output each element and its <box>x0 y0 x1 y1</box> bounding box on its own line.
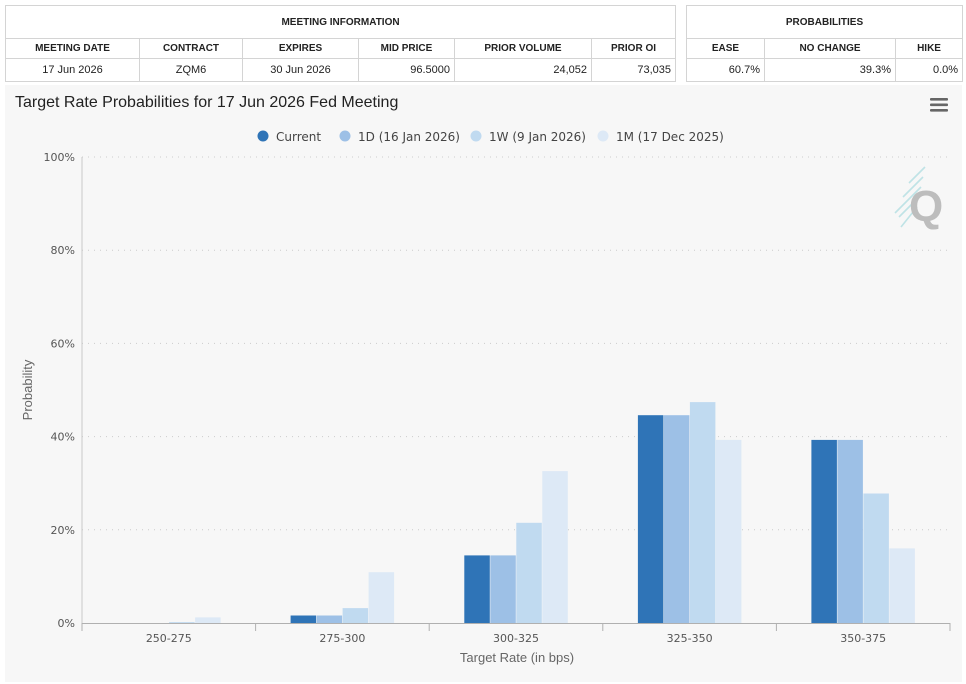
legend-label: 1D (16 Jan 2026) <box>358 130 460 144</box>
y-tick-label: 40% <box>51 431 75 444</box>
value-ease: 60.7% <box>686 58 765 82</box>
x-tick-label: 250-275 <box>146 632 192 645</box>
chart-legend: Current 1D (16 Jan 2026) 1W (9 Jan 2026) 1M… <box>257 130 724 144</box>
bar-350-375-series-0[interactable] <box>811 439 837 623</box>
bar-275-300-series-2[interactable] <box>342 608 369 623</box>
bar-350-375-series-2[interactable] <box>863 493 889 624</box>
chart-title: Target Rate Probabilities for 17 Jun 202… <box>15 94 398 111</box>
legend-marker-icon <box>470 130 482 142</box>
bar-275-300-series-3[interactable] <box>368 572 395 623</box>
probability-bar-chart: Target Rate Probabilities for 17 Jun 202… <box>15 93 953 665</box>
bar-300-325-series-1[interactable] <box>490 555 516 623</box>
value-prior-oi: 73,035 <box>590 58 677 82</box>
x-tick-label: 300-325 <box>493 632 539 645</box>
y-tick-label: 80% <box>51 244 75 257</box>
meeting-information-title: MEETING INFORMATION <box>4 5 677 39</box>
svg-text:Q: Q <box>909 182 943 231</box>
y-tick-label: 100% <box>44 151 75 164</box>
q-logo-watermark: Q <box>894 166 943 231</box>
header-hike: HIKE <box>894 38 964 59</box>
chart-bars <box>169 402 915 623</box>
legend-marker-icon <box>257 130 269 142</box>
legend-label: 1M (17 Dec 2025) <box>616 130 724 144</box>
value-expires: 30 Jun 2026 <box>242 58 359 82</box>
value-prior-volume: 24,052 <box>454 58 592 82</box>
header-meeting-date: MEETING DATE <box>5 38 140 59</box>
y-tick-label: 0% <box>58 617 75 630</box>
header-mid-price: MID PRICE <box>358 38 455 59</box>
bar-325-350-series-1[interactable] <box>663 415 690 623</box>
header-expires: EXPIRES <box>242 38 359 59</box>
bar-325-350-series-3[interactable] <box>715 439 742 623</box>
x-tick-label: 275-300 <box>319 632 365 645</box>
probabilities-table: PROBABILITIES EASE NO CHANGE HIKE 60.7% … <box>685 5 964 82</box>
bar-350-375-series-3[interactable] <box>889 548 915 623</box>
legend-item-3[interactable]: 1M (17 Dec 2025) <box>597 130 724 144</box>
chart-gridlines <box>82 156 950 531</box>
bar-300-325-series-0[interactable] <box>464 555 490 623</box>
bar-325-350-series-2[interactable] <box>689 402 716 623</box>
header-prior-volume: PRIOR VOLUME <box>454 38 592 59</box>
x-axis-title: Target Rate (in bps) <box>460 650 574 665</box>
bar-300-325-series-2[interactable] <box>516 522 542 623</box>
legend-marker-icon <box>339 130 351 142</box>
legend-label: Current <box>276 130 321 144</box>
bar-350-375-series-1[interactable] <box>837 439 863 623</box>
value-hike: 0.0% <box>894 58 964 82</box>
meeting-information-table: MEETING INFORMATION MEETING DATE CONTRAC… <box>4 5 677 82</box>
chart-panel: Target Rate Probabilities for 17 Jun 202… <box>5 85 962 682</box>
probabilities-title: PROBABILITIES <box>685 5 964 39</box>
value-mid-price: 96.5000 <box>358 58 455 82</box>
y-tick-label: 60% <box>51 337 75 350</box>
y-axis-title: Probability <box>20 359 35 420</box>
bar-250-275-series-3[interactable] <box>195 617 221 623</box>
value-no-change: 39.3% <box>764 58 896 82</box>
legend-marker-icon <box>597 130 609 142</box>
x-tick-label: 350-375 <box>840 632 886 645</box>
x-axis: 250-275 275-300 300-325 325-350 350-375 <box>81 157 951 645</box>
value-meeting-date: 17 Jun 2026 <box>5 58 140 82</box>
y-tick-label: 20% <box>51 524 75 537</box>
legend-label: 1W (9 Jan 2026) <box>489 130 586 144</box>
legend-item-1[interactable]: 1D (16 Jan 2026) <box>339 130 461 144</box>
x-tick-label: 325-350 <box>667 632 713 645</box>
y-axis-ticks: 0% 20% 40% 60% 80% 100% <box>44 151 75 630</box>
bar-300-325-series-3[interactable] <box>542 471 568 623</box>
header-ease: EASE <box>686 38 765 59</box>
header-contract: CONTRACT <box>139 38 243 59</box>
header-prior-oi: PRIOR OI <box>590 38 677 59</box>
legend-item-0[interactable]: Current <box>257 130 322 144</box>
bar-250-275-series-2[interactable] <box>169 622 195 623</box>
bar-325-350-series-0[interactable] <box>637 415 664 623</box>
header-no-change: NO CHANGE <box>764 38 896 59</box>
value-contract: ZQM6 <box>139 58 243 82</box>
legend-item-2[interactable]: 1W (9 Jan 2026) <box>470 130 586 144</box>
bar-275-300-series-1[interactable] <box>316 615 343 624</box>
bar-275-300-series-0[interactable] <box>290 615 317 624</box>
hamburger-menu-icon[interactable] <box>923 93 953 117</box>
